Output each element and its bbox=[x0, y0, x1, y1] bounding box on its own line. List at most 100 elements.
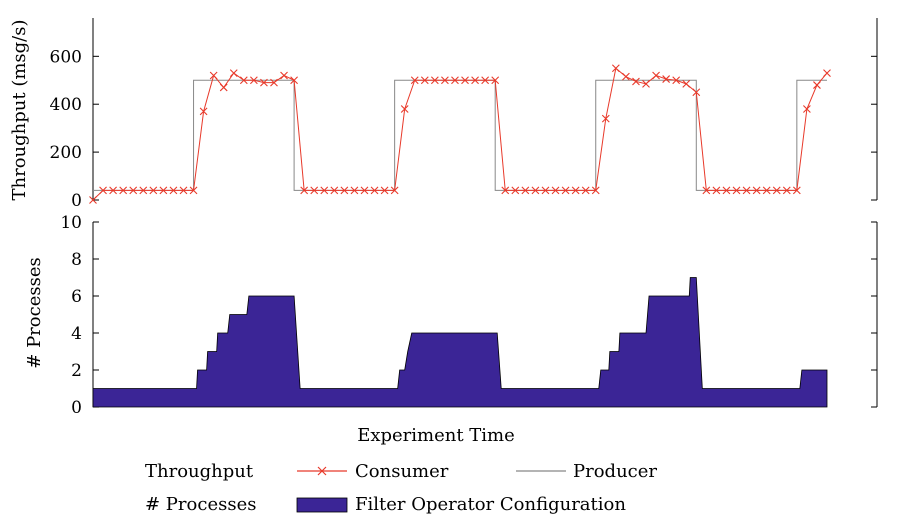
legend-filter-label: Filter Operator Configuration bbox=[355, 494, 626, 515]
consumer-point bbox=[481, 76, 490, 85]
consumer-point bbox=[642, 79, 650, 88]
consumer-point bbox=[803, 105, 811, 113]
bottom-y-tick-label: 0 bbox=[71, 398, 82, 418]
consumer-point bbox=[370, 186, 379, 195]
consumer-point bbox=[571, 186, 580, 195]
top-y-axis-label: Throughput (msg/s) bbox=[9, 20, 30, 201]
consumer-series-layer bbox=[89, 64, 831, 204]
consumer-point bbox=[119, 186, 128, 195]
consumer-point bbox=[139, 186, 148, 195]
consumer-point bbox=[732, 186, 741, 195]
consumer-point bbox=[400, 105, 409, 113]
legend-row-throughput-label: Throughput bbox=[145, 461, 254, 482]
consumer-point bbox=[169, 186, 178, 195]
top-y-tick-label: 400 bbox=[50, 95, 82, 115]
consumer-point bbox=[752, 186, 761, 195]
consumer-point bbox=[622, 72, 630, 81]
consumer-point bbox=[179, 186, 188, 195]
consumer-point bbox=[762, 186, 771, 195]
consumer-point bbox=[310, 186, 319, 195]
consumer-point bbox=[360, 186, 369, 195]
consumer-point bbox=[712, 186, 721, 195]
consumer-point bbox=[350, 186, 359, 195]
consumer-point bbox=[823, 69, 831, 77]
consumer-point bbox=[249, 76, 258, 85]
consumer-point bbox=[611, 64, 620, 73]
consumer-point bbox=[692, 88, 701, 97]
consumer-point bbox=[601, 114, 610, 123]
consumer-point bbox=[662, 75, 671, 83]
consumer-point bbox=[149, 186, 158, 195]
consumer-point bbox=[410, 76, 419, 85]
consumer-point bbox=[219, 83, 228, 92]
consumer-point bbox=[591, 186, 600, 195]
bottom-y-tick-label: 10 bbox=[60, 213, 82, 233]
consumer-point bbox=[420, 76, 429, 85]
consumer-point bbox=[813, 81, 821, 89]
consumer-point bbox=[340, 186, 349, 195]
consumer-point bbox=[280, 71, 288, 80]
consumer-point bbox=[521, 186, 530, 195]
consumer-point bbox=[441, 76, 449, 85]
consumer-point bbox=[722, 186, 731, 195]
producer-series-layer bbox=[93, 79, 827, 191]
consumer-point bbox=[189, 186, 198, 195]
consumer-point bbox=[229, 69, 238, 77]
consumer-point bbox=[330, 186, 339, 195]
bottom-y-tick-label: 6 bbox=[71, 287, 82, 307]
x-axis-label: Experiment Time bbox=[357, 425, 515, 446]
consumer-point bbox=[209, 71, 218, 80]
consumer-point bbox=[199, 107, 208, 116]
consumer-point bbox=[320, 186, 329, 195]
legend-filter-swatch bbox=[296, 497, 348, 513]
consumer-point bbox=[290, 76, 298, 85]
consumer-point bbox=[772, 186, 781, 195]
consumer-point bbox=[239, 76, 248, 85]
producer-line bbox=[93, 79, 827, 191]
consumer-point bbox=[99, 186, 107, 195]
consumer-point bbox=[129, 186, 138, 195]
consumer-point bbox=[652, 71, 660, 80]
bottom-y-axis-label: # Processes bbox=[24, 257, 45, 368]
processes-area-layer bbox=[92, 277, 828, 408]
top-y-tick-label: 0 bbox=[71, 191, 82, 211]
consumer-point bbox=[390, 186, 399, 195]
legend-consumer-swatch bbox=[297, 466, 347, 476]
consumer-point bbox=[260, 78, 268, 87]
consumer-point bbox=[89, 196, 97, 204]
legend: Throughput Consumer Producer # Processes… bbox=[145, 461, 657, 515]
top-y-ticks: 0 200 400 600 bbox=[50, 47, 877, 211]
consumer-line bbox=[92, 67, 828, 201]
consumer-point bbox=[792, 186, 801, 195]
consumer-point bbox=[561, 186, 570, 195]
consumer-point bbox=[541, 186, 550, 195]
consumer-point bbox=[159, 186, 168, 195]
processes-area bbox=[92, 277, 828, 408]
legend-producer-label: Producer bbox=[573, 461, 657, 482]
consumer-point bbox=[471, 76, 479, 85]
consumer-point bbox=[270, 78, 278, 87]
top-y-tick-label: 200 bbox=[50, 143, 82, 163]
consumer-point bbox=[430, 76, 439, 85]
consumer-point bbox=[300, 186, 309, 195]
consumer-point bbox=[632, 77, 640, 86]
bottom-y-tick-label: 8 bbox=[71, 250, 82, 270]
consumer-point bbox=[782, 186, 791, 195]
consumer-point bbox=[581, 186, 590, 195]
consumer-point bbox=[491, 76, 500, 85]
consumer-point bbox=[461, 76, 469, 85]
consumer-point bbox=[682, 79, 691, 88]
consumer-point bbox=[672, 76, 681, 85]
consumer-point bbox=[451, 76, 459, 85]
consumer-point bbox=[501, 186, 510, 195]
consumer-point bbox=[531, 186, 540, 195]
bottom-y-tick-label: 4 bbox=[71, 324, 82, 344]
consumer-point bbox=[742, 186, 751, 195]
bottom-y-tick-label: 2 bbox=[71, 361, 82, 381]
legend-row-processes-label: # Processes bbox=[145, 494, 256, 515]
consumer-point bbox=[551, 186, 560, 195]
consumer-point bbox=[109, 186, 117, 195]
top-y-tick-label: 600 bbox=[50, 47, 82, 67]
consumer-point bbox=[511, 186, 520, 195]
